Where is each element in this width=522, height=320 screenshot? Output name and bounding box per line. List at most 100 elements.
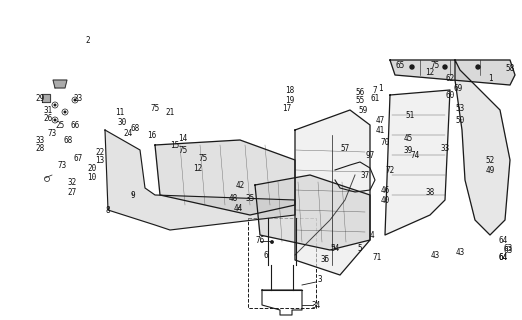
Text: 75: 75	[430, 60, 440, 69]
Text: 20: 20	[87, 164, 97, 172]
Text: 2: 2	[86, 36, 90, 44]
Text: 46: 46	[381, 186, 389, 195]
Text: 33: 33	[35, 135, 44, 145]
Text: 75: 75	[198, 154, 208, 163]
Text: 17: 17	[282, 103, 292, 113]
Text: 58: 58	[505, 63, 515, 73]
Text: 25: 25	[55, 121, 65, 130]
Text: 43: 43	[430, 251, 440, 260]
Circle shape	[271, 241, 273, 243]
Text: 1: 1	[378, 84, 382, 92]
Text: 3: 3	[318, 276, 322, 284]
Text: 54: 54	[330, 244, 340, 252]
Text: 59: 59	[359, 106, 367, 115]
Polygon shape	[53, 80, 67, 88]
Text: 48: 48	[229, 194, 238, 203]
Text: 5: 5	[358, 244, 362, 252]
Text: 66: 66	[70, 121, 80, 130]
Text: 73: 73	[57, 161, 67, 170]
Text: 64: 64	[499, 253, 507, 262]
Text: 28: 28	[35, 143, 44, 153]
Text: 52: 52	[485, 156, 495, 164]
Circle shape	[74, 99, 76, 101]
Text: 1: 1	[488, 74, 492, 83]
Text: 10: 10	[87, 172, 97, 181]
Text: 43: 43	[455, 247, 465, 257]
Text: 62: 62	[445, 74, 455, 83]
Polygon shape	[105, 130, 295, 230]
Polygon shape	[255, 175, 370, 250]
Text: 53: 53	[455, 103, 465, 113]
Text: 4: 4	[370, 230, 374, 239]
Text: 21: 21	[165, 108, 175, 116]
Text: 12: 12	[425, 68, 435, 76]
Text: 33: 33	[441, 143, 449, 153]
Polygon shape	[155, 140, 295, 215]
Polygon shape	[455, 60, 510, 235]
Text: 30: 30	[117, 117, 127, 126]
Text: 9: 9	[130, 190, 135, 199]
Text: 60: 60	[445, 91, 455, 100]
Text: 65: 65	[395, 60, 405, 69]
Text: 47: 47	[375, 116, 385, 124]
Text: 42: 42	[235, 180, 245, 189]
Text: 97: 97	[365, 150, 375, 159]
Text: 73: 73	[48, 129, 56, 138]
Text: 7: 7	[373, 85, 377, 94]
Text: 75: 75	[150, 103, 160, 113]
Circle shape	[443, 65, 447, 69]
Circle shape	[54, 119, 56, 121]
Text: 75: 75	[179, 146, 187, 155]
Text: 14: 14	[179, 133, 187, 142]
Text: 49: 49	[485, 165, 495, 174]
Text: 71: 71	[372, 253, 382, 262]
Polygon shape	[295, 110, 370, 275]
Text: 61: 61	[371, 93, 379, 102]
Text: 45: 45	[404, 133, 412, 142]
Polygon shape	[42, 94, 50, 102]
Text: 6: 6	[264, 251, 268, 260]
Text: 68: 68	[63, 135, 73, 145]
Text: 56: 56	[355, 87, 365, 97]
Text: 27: 27	[67, 188, 77, 196]
Polygon shape	[385, 90, 450, 235]
Text: 64: 64	[499, 253, 507, 262]
Text: 8: 8	[105, 205, 110, 214]
Text: 57: 57	[340, 143, 350, 153]
Text: 26: 26	[43, 114, 53, 123]
Text: 63: 63	[503, 244, 513, 252]
Text: 16: 16	[147, 131, 157, 140]
Text: 40: 40	[381, 196, 389, 204]
Text: 19: 19	[286, 95, 294, 105]
Text: 39: 39	[404, 146, 412, 155]
Text: 35: 35	[321, 255, 329, 265]
Polygon shape	[390, 60, 515, 85]
Text: 41: 41	[375, 125, 385, 134]
Text: 64: 64	[499, 236, 507, 244]
Text: 22: 22	[96, 148, 104, 156]
Text: 38: 38	[425, 188, 435, 196]
Text: 44: 44	[233, 204, 243, 212]
Text: 74: 74	[410, 150, 420, 159]
Text: 18: 18	[286, 85, 294, 94]
Text: 63: 63	[503, 245, 513, 254]
Text: 34: 34	[312, 300, 321, 309]
Circle shape	[410, 65, 414, 69]
Text: 31: 31	[43, 106, 53, 115]
Text: 68: 68	[130, 124, 139, 132]
Text: 72: 72	[385, 165, 395, 174]
Circle shape	[64, 111, 66, 113]
Text: 51: 51	[406, 110, 414, 119]
Text: 70: 70	[381, 138, 389, 147]
Text: 11: 11	[115, 108, 125, 116]
Text: 13: 13	[96, 156, 104, 164]
Text: 50: 50	[455, 116, 465, 124]
Text: 69: 69	[454, 84, 462, 92]
Text: 12: 12	[193, 164, 203, 172]
Text: 76: 76	[255, 236, 265, 244]
Circle shape	[476, 65, 480, 69]
Text: 15: 15	[170, 140, 180, 149]
Text: 55: 55	[355, 95, 365, 105]
Text: 29: 29	[35, 93, 44, 102]
Text: 67: 67	[74, 154, 82, 163]
